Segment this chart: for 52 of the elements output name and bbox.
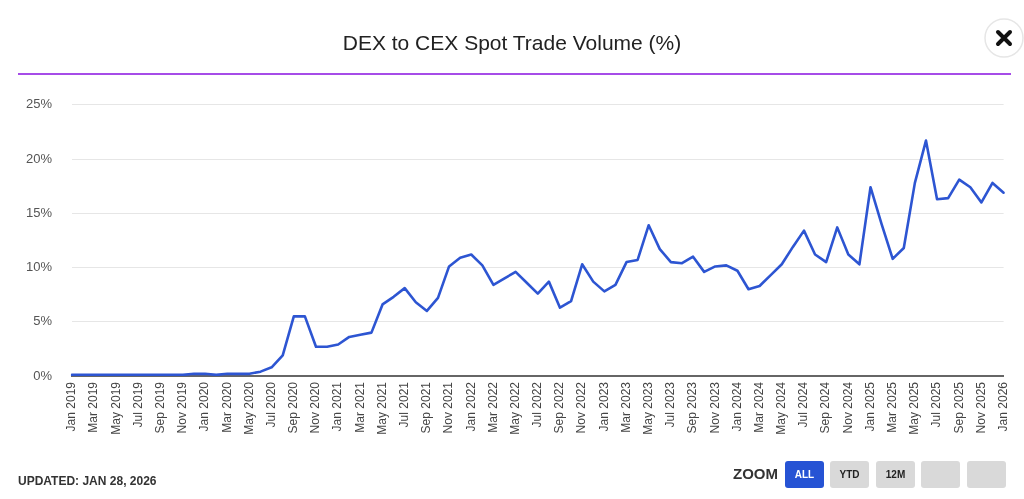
y-tick-label: 15% [25,204,53,220]
y-tick-label: 0% [33,367,53,383]
x-tick-label: Jan 2023 [596,381,611,432]
x-tick-label: Mar 2025 [885,381,900,433]
x-tick-label: Mar 2023 [618,381,633,433]
x-tick-label: Nov 2025 [973,381,988,434]
x-tick-label: Nov 2021 [441,381,456,434]
x-tick-label: Sep 2025 [951,381,966,434]
x-tick-label: Jan 2020 [197,381,212,432]
x-tick-label: May 2021 [374,381,389,435]
x-tick-label: Sep 2019 [153,381,168,434]
x-tick-label: Sep 2020 [286,381,301,434]
y-tick-label: 25% [25,96,53,112]
x-tick-label: Sep 2021 [419,381,434,434]
chart-title: DEX to CEX Spot Trade Volume (%) [341,30,683,56]
y-tick-label: 20% [25,150,53,166]
x-tick-label: Jul 2019 [130,381,145,428]
x-tick-label: May 2019 [108,381,123,435]
y-tick-label: 5% [33,313,53,329]
x-tick-label: Nov 2020 [308,381,323,434]
x-tick-label: Jul 2020 [263,381,278,428]
x-tick-label: Mar 2020 [219,381,234,433]
x-tick-label: May 2022 [507,381,522,435]
x-tick-label: May 2024 [774,381,789,435]
x-tick-label: Mar 2022 [485,381,500,433]
x-tick-label: Jul 2021 [397,381,412,428]
x-tick-label: Sep 2024 [818,381,833,434]
x-tick-label: May 2020 [241,381,256,435]
x-tick-label: Jan 2025 [862,381,877,432]
x-tick-label: Nov 2024 [840,381,855,434]
x-tick-label: Jul 2022 [530,381,545,428]
x-tick-label: Nov 2019 [175,381,190,434]
x-tick-label: Jan 2022 [463,381,478,432]
x-tick-label: Mar 2021 [352,381,367,433]
x-tick-label: Nov 2022 [574,381,589,434]
x-tick-label: May 2025 [907,381,922,435]
x-tick-label: Jul 2025 [929,381,944,428]
x-tick-label: Mar 2024 [751,381,766,433]
x-tick-label: Nov 2023 [707,381,722,434]
x-tick-label: Jul 2024 [796,381,811,428]
text: UPDATED: JAN 28, 2026 [18,474,157,489]
x-tick-label: May 2023 [641,381,656,435]
x-tick-label: Jul 2023 [663,381,678,428]
x-tick-label: Sep 2023 [685,381,700,434]
x-tick-label: Jan 2019 [64,381,79,432]
y-tick-label: 10% [25,259,53,275]
x-tick-label: Jan 2024 [729,381,744,432]
text: ZOOM [733,465,778,482]
x-tick-label: Mar 2019 [86,381,101,433]
x-tick-label: Jan 2026 [995,381,1010,432]
x-tick-label: Jan 2021 [330,381,345,432]
x-tick-label: Sep 2022 [552,381,567,434]
